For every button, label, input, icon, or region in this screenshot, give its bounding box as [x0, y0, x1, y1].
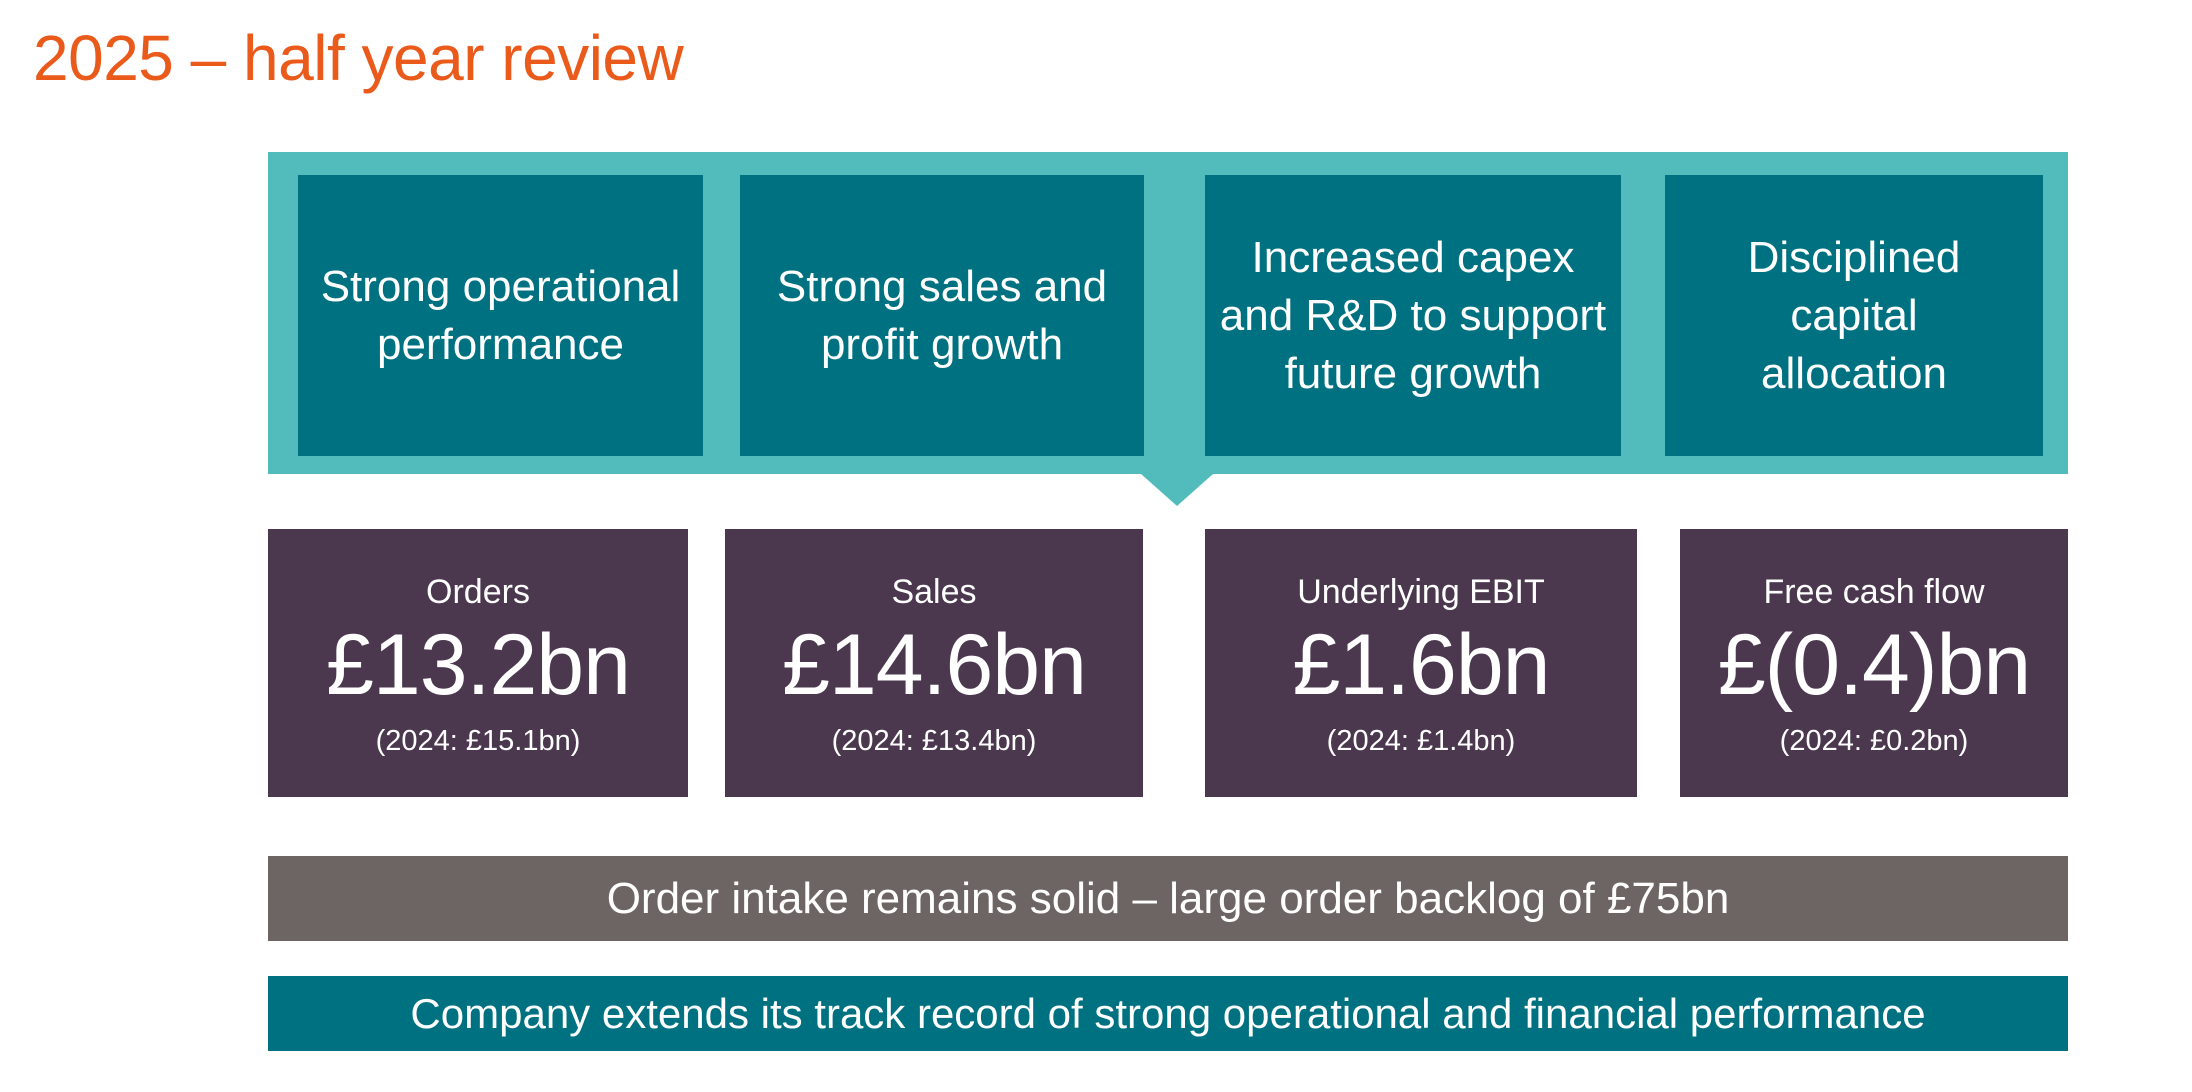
metric-value: £13.2bn: [326, 617, 631, 713]
theme-line: future growth: [1284, 348, 1542, 398]
theme-text: Strong operational performance: [321, 258, 681, 374]
metric-value: £14.6bn: [782, 617, 1087, 713]
metric-label: Underlying EBIT: [1297, 573, 1545, 611]
themes-frame-pointer: [1141, 474, 1213, 506]
theme-box-capital-allocation: Disciplined capital allocation: [1665, 175, 2043, 456]
metric-card-underlying-ebit: Underlying EBIT £1.6bn (2024: £1.4bn): [1205, 529, 1637, 797]
theme-text: Strong sales and profit growth: [777, 258, 1107, 374]
theme-line: allocation: [1761, 348, 1947, 398]
metric-comparison: (2024: £13.4bn): [831, 725, 1037, 757]
metric-comparison: (2024: £15.1bn): [375, 725, 581, 757]
metric-card-free-cash-flow: Free cash flow £(0.4)bn (2024: £0.2bn): [1680, 529, 2068, 797]
metric-label: Free cash flow: [1763, 573, 1985, 611]
theme-line: Disciplined capital: [1747, 232, 1961, 340]
theme-box-operational: Strong operational performance: [298, 175, 703, 456]
metric-card-sales: Sales £14.6bn (2024: £13.4bn): [725, 529, 1143, 797]
page-title: 2025 – half year review: [33, 22, 684, 94]
theme-line: profit growth: [820, 319, 1064, 369]
theme-text: Increased capex and R&D to support futur…: [1220, 229, 1606, 403]
metric-label: Sales: [891, 573, 977, 611]
theme-line: Strong operational: [320, 261, 681, 311]
theme-line: Strong sales and: [776, 261, 1108, 311]
theme-box-sales-profit: Strong sales and profit growth: [740, 175, 1144, 456]
order-backlog-banner: Order intake remains solid – large order…: [268, 856, 2068, 941]
track-record-banner: Company extends its track record of stro…: [268, 976, 2068, 1051]
metric-comparison: (2024: £0.2bn): [1779, 725, 1969, 757]
theme-line: Increased capex: [1251, 232, 1575, 282]
theme-line: and R&D to support: [1219, 290, 1607, 340]
metric-card-orders: Orders £13.2bn (2024: £15.1bn): [268, 529, 688, 797]
metric-value: £1.6bn: [1292, 617, 1550, 713]
theme-text: Disciplined capital allocation: [1679, 229, 2029, 403]
metric-label: Orders: [426, 573, 530, 611]
theme-line: performance: [376, 319, 624, 369]
theme-box-capex-rd: Increased capex and R&D to support futur…: [1205, 175, 1621, 456]
metric-comparison: (2024: £1.4bn): [1326, 725, 1516, 757]
metric-value: £(0.4)bn: [1717, 617, 2031, 713]
